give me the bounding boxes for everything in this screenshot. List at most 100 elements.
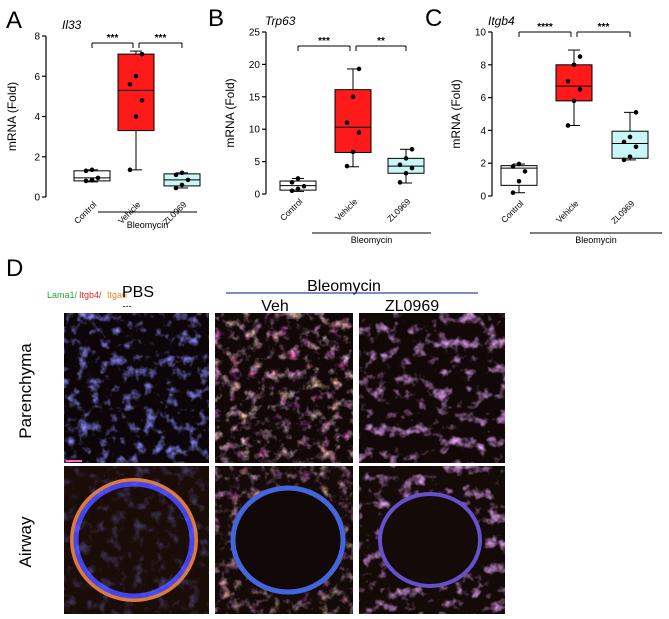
significance-label: *** — [598, 22, 610, 33]
panel-letter-c: C — [425, 5, 442, 32]
data-point — [83, 178, 89, 184]
row-label-parenchyma: Parenchyma — [16, 343, 35, 439]
box-zl0969 — [611, 110, 649, 163]
data-point — [133, 114, 139, 119]
data-point — [510, 164, 516, 169]
y-tick-label: 10 — [475, 28, 487, 39]
data-point — [344, 163, 350, 169]
data-point — [621, 157, 627, 163]
data-point — [179, 170, 185, 176]
data-point — [139, 51, 145, 57]
micrograph-pbs-airway — [64, 466, 209, 614]
data-point — [83, 168, 89, 174]
y-tick-label: 2 — [480, 159, 486, 170]
data-point — [295, 186, 301, 192]
data-point — [571, 62, 577, 68]
box-control — [73, 167, 111, 184]
data-point — [127, 167, 133, 173]
y-tick-label: 4 — [34, 112, 40, 123]
data-point — [356, 130, 362, 135]
data-point — [565, 123, 571, 128]
panel-letter-a: A — [6, 7, 22, 34]
category-label: Vehicle — [333, 196, 360, 223]
category-label: ZL0969 — [609, 198, 637, 226]
data-point — [127, 82, 133, 87]
box-iqr — [555, 64, 593, 102]
data-point — [633, 144, 639, 150]
data-point — [409, 165, 415, 171]
significance-bracket: *** — [138, 33, 183, 48]
box-zl0969 — [387, 146, 425, 185]
bleomycin-label: Bleomycin — [307, 278, 381, 295]
data-point — [522, 169, 528, 174]
data-point — [565, 78, 571, 84]
data-point — [516, 178, 522, 184]
data-point — [627, 154, 633, 159]
legend-itgb4: Itgb4/ — [79, 290, 102, 300]
significance-label: *** — [155, 33, 167, 44]
y-tick-label: 5 — [254, 157, 260, 168]
y-tick-label: 0 — [254, 190, 260, 201]
box-vehicle — [334, 66, 372, 169]
significance-bracket: *** — [91, 33, 134, 48]
data-point — [301, 183, 307, 189]
chart-itgb4: 0 2 4 6 8 10 mRNA (Fold) Itgb4 Control Vehicle ZL0… — [449, 14, 662, 245]
significance-label: *** — [107, 33, 119, 44]
data-point — [289, 188, 295, 194]
chart-title: Trp63 — [265, 14, 296, 28]
box-iqr — [117, 53, 155, 132]
significance-label: **** — [537, 22, 553, 33]
micrograph-zl0969-airway — [359, 466, 505, 614]
chart-title: Itgb4 — [488, 14, 515, 28]
data-point — [95, 175, 101, 181]
y-tick-label: 10 — [249, 125, 261, 136]
row-label-airway: Airway — [16, 516, 35, 568]
data-point — [350, 94, 356, 100]
data-point — [173, 172, 179, 178]
data-point — [344, 120, 350, 126]
data-point — [350, 149, 356, 155]
data-point — [185, 177, 191, 183]
data-point — [289, 180, 295, 185]
y-tick-label: 8 — [480, 60, 486, 71]
group-label: Bleomycin — [127, 220, 169, 230]
data-point — [577, 54, 583, 59]
category-label: Vehicle — [554, 198, 581, 225]
data-point — [510, 190, 516, 196]
data-point — [179, 182, 185, 188]
box-control — [279, 176, 317, 194]
box-zl0969 — [163, 170, 201, 191]
category-label: ZL0969 — [385, 196, 413, 224]
micrograph-veh-airway — [215, 466, 353, 614]
box-control — [500, 161, 538, 196]
significance-bracket: *** — [297, 36, 351, 51]
panel-letter-b: B — [208, 5, 224, 32]
data-point — [89, 177, 95, 183]
box-iqr — [334, 89, 372, 154]
data-point — [356, 66, 362, 72]
significance-bracket: ** — [355, 36, 407, 51]
y-axis-label: mRNA (Fold) — [5, 82, 19, 151]
micrograph-zl0969-parenchyma — [359, 313, 505, 463]
data-point — [139, 98, 145, 103]
data-point — [577, 87, 583, 92]
pbs-label: PBS — [122, 284, 154, 301]
pbs-dash: --- — [123, 301, 132, 311]
box-vehicle — [555, 49, 593, 128]
y-tick-label: 6 — [480, 93, 486, 104]
y-tick-label: 6 — [34, 72, 40, 83]
chart-trp63: 0 5 10 15 20 25 mRNA (Fold) Trp63 Control Vehicle… — [223, 14, 431, 245]
significance-bracket: **** — [518, 22, 572, 37]
veh-label: Veh — [261, 298, 289, 315]
data-point — [633, 110, 639, 115]
data-point — [173, 185, 179, 191]
y-axis-label: mRNA (Fold) — [223, 78, 237, 147]
data-point — [409, 146, 415, 152]
y-tick-label: 25 — [249, 28, 261, 39]
y-tick-label: 2 — [34, 152, 40, 163]
data-point — [403, 170, 409, 176]
chart-title: Il33 — [62, 18, 82, 32]
y-tick-label: 15 — [249, 92, 261, 103]
